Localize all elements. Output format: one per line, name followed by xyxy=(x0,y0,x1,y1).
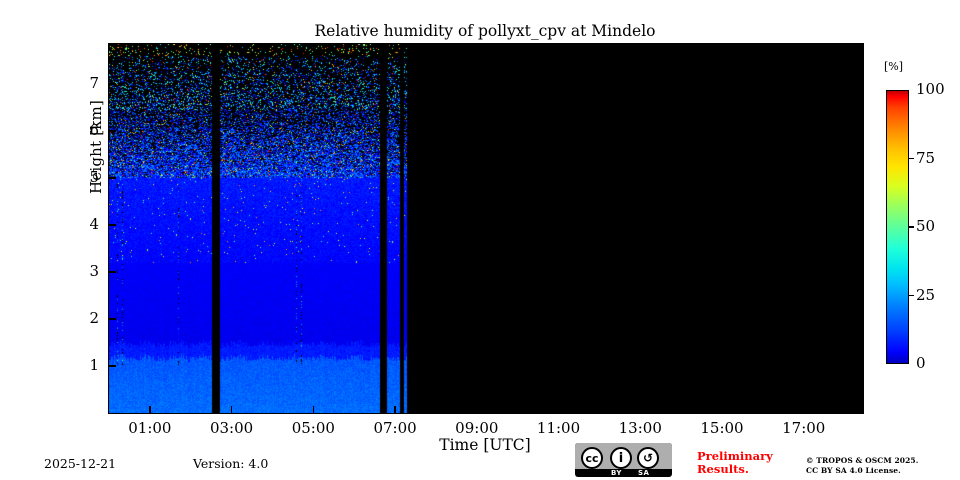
x-tick-mark xyxy=(394,406,396,413)
y-axis-label: Height [km] xyxy=(87,99,105,194)
x-tick-mark xyxy=(721,406,723,413)
colorbar-tick-mark xyxy=(909,157,914,160)
x-tick-mark xyxy=(557,406,560,413)
x-tick-mark-top xyxy=(149,44,151,51)
y-tick-label: 2 xyxy=(89,308,99,327)
y-tick-mark-right xyxy=(856,271,863,274)
footer-date: 2025-12-21 xyxy=(44,456,117,471)
colorbar-tick-label: 75 xyxy=(916,148,936,167)
x-tick-mark xyxy=(639,406,642,413)
y-tick-label: 7 xyxy=(89,73,99,92)
preliminary-line-1: Preliminary xyxy=(697,449,773,463)
colorbar-tick-label: 50 xyxy=(916,217,936,235)
colorbar-unit-label: [%] xyxy=(884,60,904,73)
x-tick-mark xyxy=(312,406,315,413)
copyright-notice: © TROPOS & OSCM 2025. CC BY SA 4.0 Licen… xyxy=(806,456,918,476)
copyright-line-1: © TROPOS & OSCM 2025. xyxy=(806,456,919,465)
y-tick-mark-right xyxy=(856,318,863,321)
footer-version: Version: 4.0 xyxy=(193,456,269,471)
x-tick-mark-top xyxy=(721,44,723,51)
preliminary-line-2: Results. xyxy=(697,462,749,476)
x-tick-label: 07:00 xyxy=(373,419,417,437)
y-tick-label: 1 xyxy=(89,355,99,374)
x-tick-mark-top xyxy=(639,44,642,51)
colorbar-gradient xyxy=(886,90,909,364)
x-tick-label: 09:00 xyxy=(455,419,499,437)
y-tick-label: 3 xyxy=(89,261,99,280)
x-axis-label: Time [UTC] xyxy=(439,436,531,454)
y-tick-mark xyxy=(109,224,116,227)
y-tick-mark-right xyxy=(856,365,863,368)
x-tick-mark xyxy=(230,406,233,413)
y-tick-mark-right xyxy=(856,177,863,180)
y-tick-mark-right xyxy=(856,83,863,86)
cc-sa-label: SA xyxy=(638,469,650,477)
y-tick-label: 6 xyxy=(89,120,99,139)
x-tick-mark-top xyxy=(476,44,478,51)
x-tick-mark-top xyxy=(802,44,805,51)
x-tick-label: 05:00 xyxy=(291,419,335,437)
y-tick-mark xyxy=(109,83,116,86)
colorbar[interactable]: 0 25 50 75 100 xyxy=(886,80,945,372)
heatmap-data xyxy=(109,44,863,413)
colorbar-tick-label: 0 xyxy=(916,354,926,372)
y-tick-mark xyxy=(109,365,116,368)
y-tick-mark-right xyxy=(856,130,863,133)
x-tick-mark xyxy=(802,406,805,413)
y-tick-mark xyxy=(109,271,116,274)
y-tick-mark xyxy=(109,177,116,180)
x-tick-label: 01:00 xyxy=(128,419,172,437)
x-tick-label: 17:00 xyxy=(782,419,826,437)
x-tick-label: 03:00 xyxy=(209,419,254,437)
colorbar-tick-mark xyxy=(909,294,914,297)
y-tick-mark xyxy=(109,130,116,133)
page-title: Relative humidity of pollyxt_cpv at Mind… xyxy=(314,22,656,40)
x-tick-label: 15:00 xyxy=(700,419,744,437)
colorbar-tick-mark xyxy=(909,226,914,228)
creative-commons-badge[interactable]: cc i ↺ BY SA xyxy=(575,443,672,477)
cc-by-person-icon: i xyxy=(610,447,632,469)
x-tick-mark-top xyxy=(394,44,396,51)
preliminary-results-notice: Preliminary Results. xyxy=(697,450,797,476)
x-tick-mark xyxy=(149,406,151,413)
y-tick-mark xyxy=(109,318,116,321)
cc-sa-sharealike-icon: ↺ xyxy=(637,447,659,469)
colorbar-tick-label: 25 xyxy=(916,285,936,304)
x-tick-mark-top xyxy=(312,44,315,51)
y-tick-label: 4 xyxy=(89,214,99,233)
x-tick-label: 11:00 xyxy=(536,419,581,437)
x-tick-mark xyxy=(476,406,478,413)
heatmap-axes[interactable]: 1 2 3 4 5 6 7 01:00 03:00 05:00 07:00 09:00 11:00 13… xyxy=(87,43,864,437)
cc-by-label: BY xyxy=(611,469,622,477)
x-tick-mark-top xyxy=(230,44,233,51)
x-tick-mark-top xyxy=(557,44,560,51)
y-tick-label: 5 xyxy=(89,167,99,186)
cc-logo-icon: cc xyxy=(581,447,603,469)
x-tick-label: 13:00 xyxy=(618,419,662,437)
y-tick-mark-right xyxy=(856,224,863,227)
copyright-line-2: CC BY SA 4.0 License. xyxy=(806,466,901,475)
colorbar-tick-label: 100 xyxy=(916,80,945,98)
